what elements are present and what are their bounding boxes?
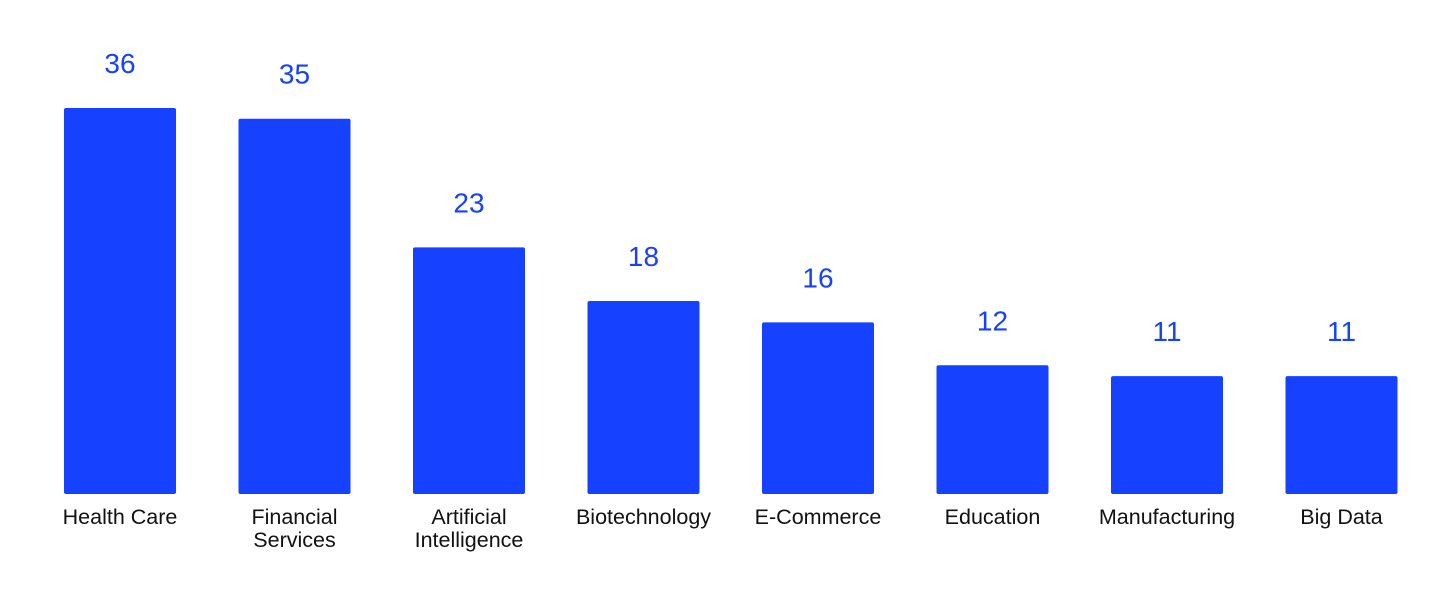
category-label-line: E-Commerce [755,505,882,529]
bar-financial-services [238,118,351,494]
bar-big-data [1285,376,1398,494]
category-label-financial-services: Financial Services [251,505,337,552]
category-label-line: Big Data [1300,505,1383,529]
bar-education [936,365,1049,494]
category-labels-group: Health Care Financial Services Artificial In… [63,505,1383,552]
category-label-line: Manufacturing [1099,505,1235,529]
category-label-biotechnology: Biotechnology [576,505,711,529]
category-label-line: Services [253,528,335,552]
value-label-education: 12 [977,305,1008,336]
value-labels-group: 36 35 23 18 16 12 11 11 [104,48,1356,347]
value-label-financial-services: 35 [279,59,310,90]
bar-biotechnology [587,301,700,494]
category-label-education: Education [945,505,1041,529]
category-label-health-care: Health Care [63,505,178,529]
category-label-line: Education [945,505,1041,529]
value-label-artificial-intelligence: 23 [453,187,484,218]
category-label-big-data: Big Data [1300,505,1383,529]
value-label-biotechnology: 18 [628,241,659,272]
category-label-e-commerce: E-Commerce [755,505,882,529]
value-label-manufacturing: 11 [1152,316,1181,347]
category-label-line: Biotechnology [576,505,711,529]
bar-manufacturing [1111,376,1223,494]
bar-e-commerce [762,322,874,494]
bars-group [64,108,1398,494]
category-label-line: Intelligence [415,528,524,552]
value-label-big-data: 11 [1327,316,1356,347]
value-label-e-commerce: 16 [802,262,833,293]
category-label-line: Financial [251,505,337,529]
category-label-line: Health Care [63,505,178,529]
bar-health-care [64,108,176,494]
bar-artificial-intelligence [413,247,525,494]
category-label-manufacturing: Manufacturing [1099,505,1235,529]
category-label-artificial-intelligence: Artificial Intelligence [415,505,524,552]
value-label-health-care: 36 [104,48,135,79]
category-label-line: Artificial [431,505,506,529]
